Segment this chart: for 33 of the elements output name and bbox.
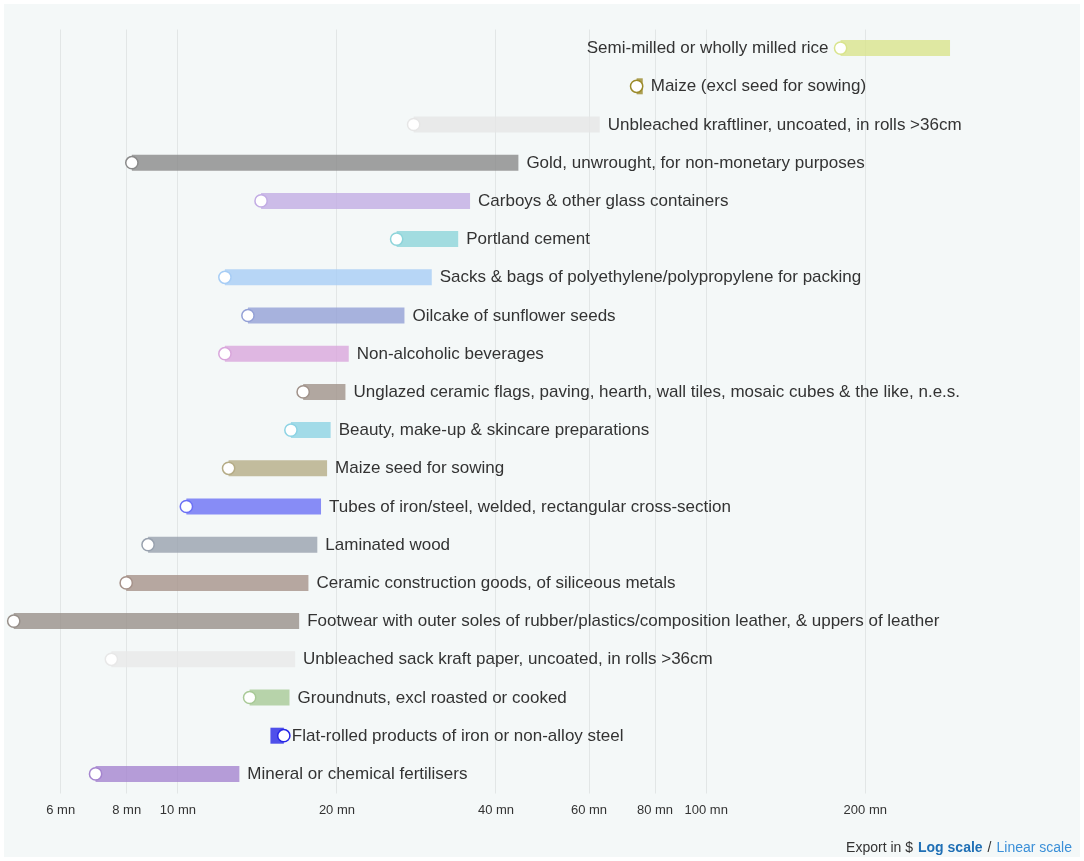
y-tick-label: Laminated wood xyxy=(325,534,451,554)
x-tick-label: 100 mn xyxy=(684,801,728,817)
y-tick-label: Non-alcoholic beverages xyxy=(356,343,544,363)
y-tick-label: Sacks & bags of polyethylene/polypropylene for packing xyxy=(439,267,862,287)
y-tick-label: Carboys & other glass containers xyxy=(478,190,729,210)
y-tick-label: Beauty, make-up & skincare preparations xyxy=(338,420,650,440)
y-tick-label: Groundnuts, excl roasted or cooked xyxy=(297,687,567,707)
x-tick-label: 20 mn xyxy=(318,801,356,817)
y-tick-label: Flat-rolled products of iron or non-alloy steel xyxy=(291,725,624,745)
x-tick-label: 80 mn xyxy=(636,801,674,817)
y-tick-label: Semi-milled or wholly milled rice xyxy=(586,38,829,58)
x-tick-label: 40 mn xyxy=(477,801,515,817)
text: Linear scale xyxy=(996,839,1072,855)
y-tick-label: Gold, unwrought, for non-monetary purposes xyxy=(526,152,865,172)
text: Export in $ xyxy=(846,839,914,855)
y-tick-label: Ceramic construction goods, of siliceous metals xyxy=(316,572,676,592)
text: / xyxy=(987,839,992,855)
y-tick-label: Footwear with outer soles of rubber/plastics/composition leather, & uppers of leather xyxy=(307,611,940,631)
y-tick-label: Oilcake of sunflower seeds xyxy=(412,305,616,325)
x-tick-label: 6 mn xyxy=(46,801,76,817)
y-tick-label: Maize (excl seed for sowing) xyxy=(650,76,867,96)
y-tick-label: Unbleached kraftliner, uncoated, in rolls >36cm xyxy=(607,114,962,134)
x-tick-label: 60 mn xyxy=(570,801,608,817)
y-tick-label: Mineral or chemical fertilisers xyxy=(247,763,468,783)
x-tick-label: 200 mn xyxy=(843,801,887,817)
x-tick-label: 8 mn xyxy=(112,801,142,817)
y-tick-label: Maize seed for sowing xyxy=(335,458,505,478)
y-tick-label: Unbleached sack kraft paper, uncoated, in rolls >36cm xyxy=(303,649,713,669)
y-tick-label: Unglazed ceramic flags, paving, hearth, wall tiles, mosaic cubes & the like, n.e.s. xyxy=(353,381,961,401)
text: Log scale xyxy=(918,839,983,855)
x-tick-label: 10 mn xyxy=(159,801,196,817)
y-tick-label: Portland cement xyxy=(466,229,591,249)
y-tick-label: Tubes of iron/steel, welded, rectangular cross-section xyxy=(329,496,731,516)
